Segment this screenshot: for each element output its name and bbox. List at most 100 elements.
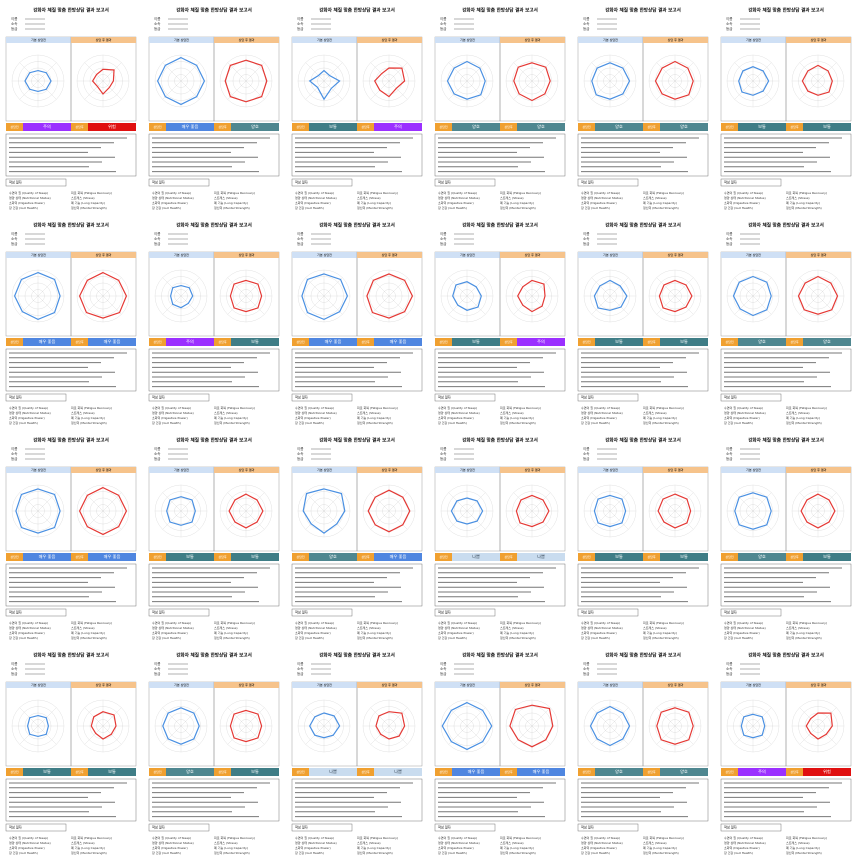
date-label: 작성 일자	[295, 825, 308, 830]
status-box	[803, 768, 851, 776]
legend-item: 폐 기능 (Lung Capacity)	[71, 415, 105, 420]
stage-label: 상담후	[361, 124, 370, 129]
legend-item: 정신력 (Mental Strength)	[500, 850, 536, 855]
radar-axis	[180, 492, 200, 512]
status-box	[660, 338, 708, 346]
legend-item: 폐 기능 (Lung Capacity)	[357, 630, 391, 635]
legend-item: 폐 기능 (Lung Capacity)	[643, 200, 677, 205]
status-box	[660, 553, 708, 561]
radar-shape	[450, 497, 484, 525]
field-label: 등급	[440, 242, 447, 246]
date-label: 작성 일자	[724, 610, 737, 615]
status-box	[88, 768, 136, 776]
panel-header	[500, 682, 565, 688]
legend-item: 영양 상태 (Nutritional Status)	[724, 195, 766, 200]
comment-box	[720, 778, 852, 822]
comment-box	[5, 348, 137, 392]
legend-item: 장 건강 (Gut Health)	[295, 850, 324, 855]
radar-axis	[817, 62, 837, 82]
date-label: 작성 일자	[581, 395, 594, 400]
date-box	[720, 393, 782, 402]
comment-box	[291, 348, 423, 392]
radar-axis	[305, 510, 325, 530]
status-box	[660, 768, 708, 776]
radar-axis	[227, 707, 247, 727]
radar-axis	[513, 707, 533, 727]
panel-header	[6, 467, 71, 473]
radar-axis	[591, 492, 611, 512]
radar-axis	[513, 725, 533, 745]
radar-axis	[388, 510, 408, 530]
stage-label: 상담후	[790, 554, 799, 559]
stage-label: 상담후	[75, 554, 84, 559]
legend-item: 스트레스 (Stress)	[643, 840, 667, 845]
panel-label: 기본 상담전	[603, 252, 618, 257]
panel-label: 기본 상담전	[460, 467, 475, 472]
status-box	[517, 123, 565, 131]
status-box	[309, 338, 357, 346]
radar-axis	[227, 492, 247, 512]
legend-item: 장 건강 (Gut Health)	[9, 420, 38, 425]
radar-shape	[446, 60, 486, 100]
radar-axis	[245, 510, 265, 530]
legend-item: 영양 상태 (Nutritional Status)	[438, 625, 480, 630]
legend-item: 피로 회복 (Fatigue Recovery)	[357, 190, 398, 195]
panel-label: 기본 상담전	[174, 252, 189, 257]
field-label: 소속	[583, 21, 590, 26]
panel-label: 상담 후 결과	[239, 467, 255, 472]
radar-axis	[162, 277, 182, 297]
status-box	[231, 768, 279, 776]
status-box	[595, 338, 643, 346]
radar-axis	[370, 62, 390, 82]
report-title: 강화자 체질 맞춤 한방상담 결과 보고서	[319, 222, 395, 229]
status-label: 매우 좋음	[182, 123, 199, 130]
radar-axis	[609, 62, 629, 82]
stage-box	[500, 768, 517, 776]
legend-item: 장 건강 (Gut Health)	[724, 635, 753, 640]
radar-shape	[734, 492, 772, 530]
panel-header	[214, 467, 279, 473]
status-box	[803, 338, 851, 346]
radar-axis	[19, 277, 39, 297]
legend-item: 영양 상태 (Nutritional Status)	[9, 195, 51, 200]
status-label: 매우 좋음	[533, 768, 550, 775]
legend-item: 영양 상태 (Nutritional Status)	[295, 410, 337, 415]
legend-item: 스트레스 (Stress)	[214, 625, 238, 630]
field-label: 이름	[154, 661, 161, 666]
panel-header	[578, 682, 643, 688]
legend-item: 소화력 (Digestive Power)	[152, 845, 188, 850]
radar-axis	[180, 725, 200, 745]
legend-item: 장 건강 (Gut Health)	[724, 850, 753, 855]
legend-item: 정신력 (Mental Strength)	[786, 420, 822, 425]
status-box	[660, 123, 708, 131]
comment-box	[434, 348, 566, 392]
radar-axis	[674, 492, 694, 512]
field-label: 소속	[297, 236, 304, 241]
radar-axis	[799, 277, 819, 297]
legend-item: 소화력 (Digestive Power)	[724, 630, 760, 635]
legend-item: 소화력 (Digestive Power)	[581, 845, 617, 850]
status-box	[309, 553, 357, 561]
stage-label: 상담후	[790, 769, 799, 774]
radar-axis	[245, 725, 265, 745]
panel-label: 기본 상담전	[31, 37, 46, 42]
panel-label: 기본 상담전	[746, 37, 761, 42]
stage-label: 상담전	[153, 554, 162, 559]
legend-item: 소화력 (Digestive Power)	[9, 200, 45, 205]
date-box	[148, 393, 210, 402]
legend-item: 스트레스 (Stress)	[71, 410, 95, 415]
card-background	[144, 646, 283, 857]
radar-axis	[448, 80, 468, 100]
panel-label: 상담 후 결과	[96, 682, 112, 687]
radar-axis	[370, 492, 390, 512]
radar-axis	[305, 277, 325, 297]
status-box	[166, 123, 214, 131]
radar-shape	[805, 712, 833, 740]
radar-axis	[591, 295, 611, 315]
date-label: 작성 일자	[9, 610, 22, 615]
field-label: 등급	[726, 672, 733, 676]
stage-label: 상담전	[10, 554, 19, 559]
